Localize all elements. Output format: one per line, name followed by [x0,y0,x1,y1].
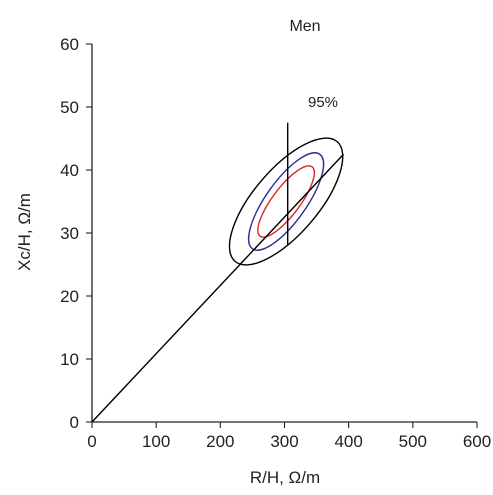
series-line-0 [91,153,345,423]
x-tick-label-0: 0 [87,432,96,451]
y-tick-label-6: 60 [60,35,79,54]
x-tick-label-4: 400 [334,432,362,451]
axes-group: 0 100 200 300 400 500 600 0 10 20 30 40 50 60 [60,35,491,451]
y-tick-label-4: 40 [60,161,79,180]
ellipse-1 [247,152,325,251]
y-tick-label-1: 10 [60,350,79,369]
y-tick-label-3: 30 [60,224,79,243]
ellipse-2 [228,137,344,266]
x-tick-label-1: 100 [142,432,170,451]
y-tick-label-2: 20 [60,287,79,306]
x-tick-label-6: 600 [463,432,491,451]
x-tick-label-2: 200 [206,432,234,451]
x-tick-label-5: 500 [399,432,427,451]
x-tick-label-3: 300 [270,432,298,451]
x-axis-title: R/H, Ω/m [250,468,320,487]
plot-area: 95% [91,94,345,423]
y-tick-label-5: 50 [60,98,79,117]
y-axis-title: Xc/H, Ω/m [15,193,34,271]
chart-title: Men [289,18,320,35]
ellipse-0 [257,165,316,238]
y-tick-label-0: 0 [70,413,79,432]
annotation-label-0: 95% [308,94,338,111]
